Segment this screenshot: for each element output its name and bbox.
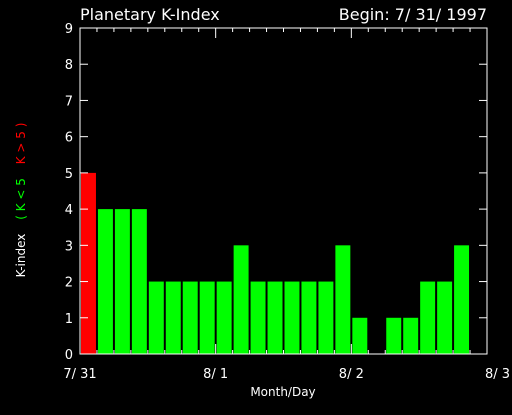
begin-date-label: Begin: 7/ 31/ 1997 [339,5,487,24]
bar-10 [250,281,266,354]
bar-11 [267,281,283,354]
bar-6 [182,281,198,354]
bar-9 [233,245,249,354]
bar-4 [148,281,164,354]
y-tick-label-0: 0 [65,348,73,363]
bar-12 [284,281,300,354]
y-tick-labels: 0 1 2 3 4 5 6 7 8 9 [65,22,73,363]
bars-group [81,172,470,354]
y-tick-label-1: 1 [65,312,73,327]
bar-22 [454,245,470,354]
x-axis-label: Month/Day [250,385,315,399]
bar-20 [420,281,436,354]
bar-18 [386,317,402,354]
y-axis-label: K-index ( K < 5 K > 5 ) [14,123,28,278]
bar-2 [114,209,130,354]
y-axis-label-below: ( K < 5 [14,178,28,220]
bar-7 [199,281,215,354]
bar-14 [318,281,334,354]
bar-16 [352,317,368,354]
bar-15 [335,245,351,354]
y-tick-label-8: 8 [65,58,73,73]
x-tick-label-3: 8/ 3 [485,367,510,382]
y-tick-label-9: 9 [65,22,73,37]
y-tick-label-4: 4 [65,203,73,218]
x-tick-label-1: 8/ 1 [203,367,228,382]
x-tick-labels: 7/ 31 8/ 1 8/ 2 8/ 3 [63,367,510,382]
x-tick-label-0: 7/ 31 [63,367,96,382]
bar-5 [165,281,181,354]
bar-21 [437,281,453,354]
bar-13 [301,281,317,354]
bar-19 [403,317,419,354]
y-axis-label-above: K > 5 ) [14,123,28,165]
y-tick-label-5: 5 [65,167,73,182]
y-tick-label-2: 2 [65,276,73,291]
y-tick-label-7: 7 [65,94,73,109]
bar-0 [81,172,96,354]
axes-group [79,27,488,355]
chart-title: Planetary K-Index [80,5,220,24]
bar-3 [131,209,147,354]
bar-1 [97,209,113,354]
bar-8 [216,281,232,354]
y-axis-label-kindex: K-index [14,234,28,278]
x-tick-label-2: 8/ 2 [339,367,364,382]
y-tick-label-6: 6 [65,131,73,146]
y-tick-label-3: 3 [65,239,73,254]
